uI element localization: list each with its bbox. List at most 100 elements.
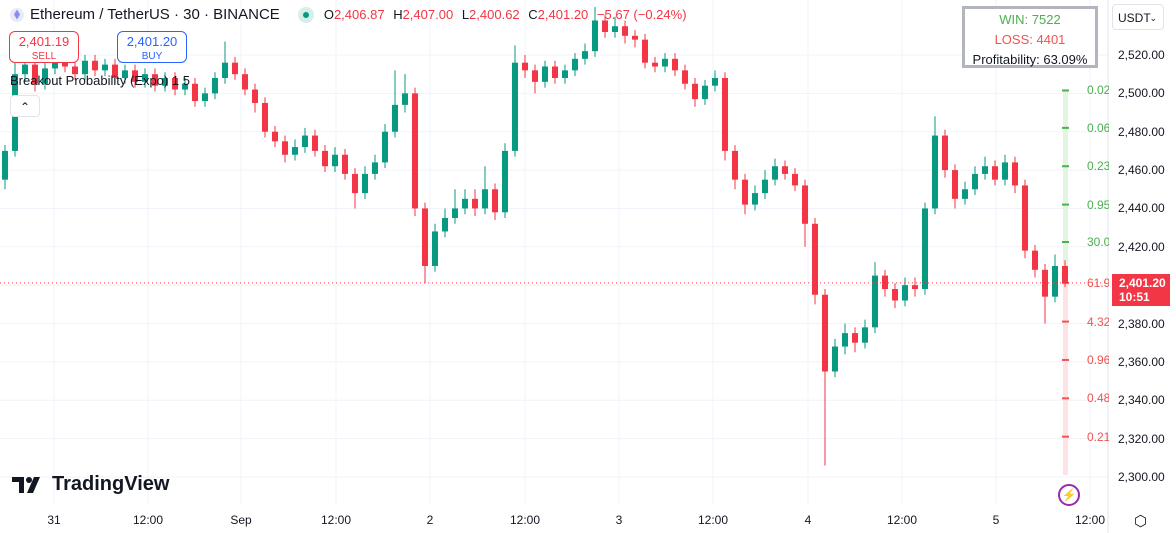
candle-body	[932, 135, 938, 209]
candle-body	[152, 74, 158, 86]
breakout-level-label: 61.9	[1087, 275, 1109, 290]
candle-body	[672, 58, 678, 71]
candle-body	[432, 231, 438, 266]
candle-body	[542, 66, 548, 82]
candle-body	[492, 189, 498, 213]
y-tick-label: 2,440.00	[1118, 201, 1165, 216]
candle-body	[622, 26, 628, 36]
candle-body	[812, 223, 818, 295]
breakout-level-label: 0.02	[1087, 83, 1109, 98]
chevron-up-icon[interactable]: ⌃	[10, 95, 40, 117]
candle-body	[292, 147, 298, 155]
candle-body	[232, 62, 238, 75]
candle-body	[1052, 265, 1058, 297]
candle-body	[732, 150, 738, 180]
low-value: 2,400.62	[469, 7, 520, 22]
candle-body	[82, 60, 88, 75]
candle-body	[372, 162, 378, 174]
tradingview-logo-icon	[12, 476, 40, 493]
sell-button[interactable]: 2,401.19 SELL	[9, 31, 79, 63]
candle-body	[972, 173, 978, 190]
candle-body	[262, 102, 268, 132]
breakout-level-label: 4.32	[1087, 314, 1109, 329]
lightning-icon[interactable]: ⚡	[1058, 484, 1080, 506]
x-tick-label: 12:00	[886, 513, 918, 527]
y-tick-label: 2,380.00	[1118, 316, 1165, 331]
indicator-legend[interactable]: Breakout Probability (Expo) 1 5	[10, 73, 190, 88]
candle-body	[682, 70, 688, 84]
candle-body	[382, 131, 388, 163]
currency-select[interactable]: USDT ⌄	[1112, 4, 1164, 30]
candle-body	[1032, 250, 1038, 270]
y-tick-label: 2,340.00	[1118, 393, 1165, 408]
candle-body	[792, 173, 798, 186]
candle-body	[572, 58, 578, 71]
candle-body	[642, 39, 648, 63]
breakout-level-label: 0.21	[1087, 429, 1109, 444]
candle-body	[472, 198, 478, 209]
candle-body	[602, 20, 608, 32]
candle-body	[592, 20, 598, 52]
candle-body	[882, 275, 888, 289]
tradingview-logo[interactable]: TradingView	[12, 473, 169, 496]
candle-body	[172, 78, 178, 90]
candle-body	[302, 135, 308, 148]
candle-body	[332, 154, 338, 167]
candle-body	[272, 131, 278, 142]
candle-body	[562, 70, 568, 79]
symbol-header: Ethereum / TetherUS · 30 · BINANCE O2,40…	[10, 6, 692, 23]
candle-body	[782, 166, 788, 174]
candle-body	[1062, 265, 1068, 283]
candle-body	[42, 68, 48, 84]
x-tick-label: 31	[47, 513, 61, 527]
loss-count: LOSS: 4401	[994, 32, 1066, 47]
high-value: 2,407.00	[402, 7, 454, 22]
change-value: −5.67 (−0.24%)	[596, 7, 687, 22]
candle-body	[552, 66, 558, 79]
sell-price: 2,401.19	[18, 34, 70, 49]
candle-body	[962, 189, 968, 199]
candle-body	[322, 150, 328, 167]
buy-label: BUY	[141, 51, 163, 62]
x-tick-label: 5	[992, 513, 1000, 527]
candle-body	[952, 170, 958, 199]
candle-body	[132, 70, 138, 82]
candle-body	[352, 173, 358, 194]
candle-body	[922, 208, 928, 289]
candle-body	[72, 66, 78, 75]
high-label: H	[393, 7, 403, 22]
candle-body	[242, 74, 248, 90]
close-value: 2,401.20	[537, 7, 589, 22]
candle-body	[62, 62, 68, 67]
y-tick-label: 2,460.00	[1118, 163, 1165, 178]
candle-body	[942, 135, 948, 171]
x-tick-label: 12:00	[132, 513, 164, 527]
currency-value: USDT	[1118, 11, 1151, 25]
x-tick-label: 12:00	[697, 513, 729, 527]
candle-body	[462, 198, 468, 209]
candle-body	[802, 185, 808, 224]
candle-body	[762, 179, 768, 194]
candle-body	[92, 60, 98, 71]
win-loss-table: WIN: 7522 LOSS: 4401 Profitability: 63.0…	[962, 6, 1098, 68]
buy-button[interactable]: 2,401.20 BUY	[117, 31, 187, 63]
y-tick-label: 2,480.00	[1118, 124, 1165, 139]
symbol-title[interactable]: Ethereum / TetherUS · 30 · BINANCE	[30, 6, 280, 23]
candle-body	[122, 70, 128, 79]
y-tick-label: 2,320.00	[1118, 431, 1165, 446]
candle-body	[752, 193, 758, 205]
candle-body	[652, 62, 658, 67]
candle-body	[722, 78, 728, 151]
candle-body	[202, 93, 208, 102]
win-count: WIN: 7522	[999, 12, 1061, 27]
x-tick-label: 4	[804, 513, 812, 527]
y-tick-label: 2,360.00	[1118, 354, 1165, 369]
candle-body	[52, 62, 58, 69]
open-value: 2,406.87	[333, 7, 385, 22]
candle-body	[772, 166, 778, 180]
settings-icon[interactable]: ⬡	[1134, 513, 1148, 530]
candle-body	[282, 141, 288, 155]
market-status-icon[interactable]	[297, 6, 314, 23]
candle-body	[402, 93, 408, 105]
